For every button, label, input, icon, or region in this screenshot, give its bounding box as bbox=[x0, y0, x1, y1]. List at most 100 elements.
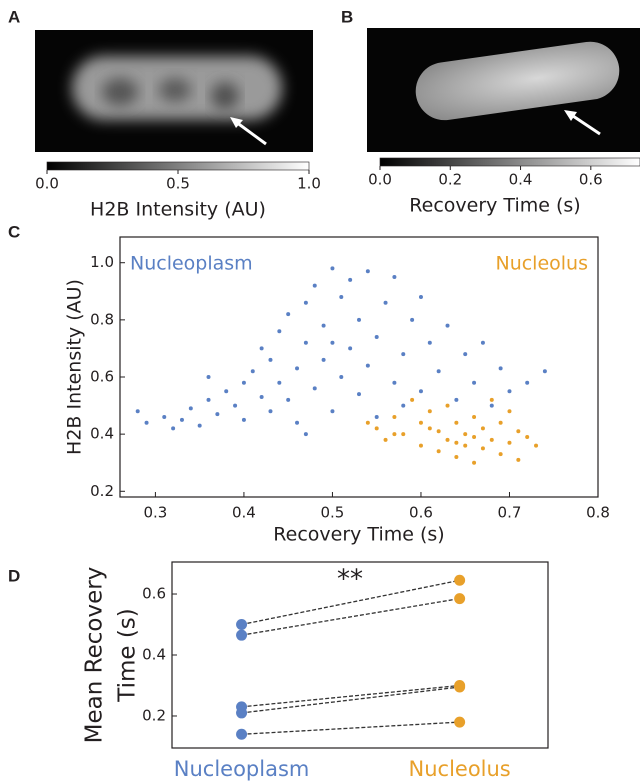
scatter-point bbox=[418, 389, 423, 394]
pair-point bbox=[454, 574, 466, 586]
scatter-point bbox=[339, 295, 344, 299]
colorbar-label: Recovery Time (s) bbox=[409, 195, 580, 217]
scatter-point bbox=[454, 397, 459, 402]
x-tick-label: 0.3 bbox=[143, 504, 167, 522]
scatter-point bbox=[525, 435, 530, 439]
scatter-point bbox=[410, 317, 415, 322]
scatter-point bbox=[312, 386, 317, 391]
scatter-point bbox=[295, 366, 300, 371]
scatter-point bbox=[348, 346, 353, 351]
scatter-point bbox=[206, 375, 211, 379]
nucleolus bbox=[159, 78, 191, 102]
scatter-point bbox=[250, 369, 255, 374]
scatter-point bbox=[241, 417, 246, 422]
scatter-point bbox=[480, 426, 485, 431]
scatter-point bbox=[498, 420, 503, 425]
pair-line bbox=[241, 579, 460, 626]
pair-point bbox=[236, 707, 248, 719]
x-tick-label: Nucleolus bbox=[409, 757, 511, 781]
scatter-point bbox=[436, 449, 441, 454]
scatter-point bbox=[321, 357, 326, 362]
scatter-point bbox=[427, 340, 432, 345]
colorbar-tick-label: 0.0 bbox=[368, 171, 392, 189]
scatter-point bbox=[348, 277, 353, 282]
panel-letter: A bbox=[8, 7, 20, 26]
scatter-point bbox=[295, 420, 300, 425]
scatter-point bbox=[507, 440, 512, 445]
colorbar bbox=[46, 161, 310, 171]
scatter-point bbox=[383, 437, 388, 442]
scatter-point bbox=[365, 420, 370, 425]
scatter-point bbox=[480, 446, 485, 451]
scatter-point bbox=[410, 397, 415, 402]
y-tick-label: 0.2 bbox=[90, 482, 114, 500]
scatter-point bbox=[418, 295, 423, 299]
scatter-point bbox=[339, 375, 344, 379]
scatter-point bbox=[383, 300, 388, 305]
scatter-point bbox=[241, 380, 246, 385]
scatter-point bbox=[489, 403, 494, 408]
scatter-point bbox=[374, 426, 379, 431]
y-axis-label: Mean Recovery bbox=[82, 567, 108, 744]
pair-point bbox=[236, 629, 248, 641]
scatter-point bbox=[135, 409, 140, 414]
series-label: Nucleolus bbox=[495, 253, 588, 275]
x-tick-label: 0.4 bbox=[232, 504, 256, 522]
scatter-point bbox=[418, 443, 423, 448]
y-tick-label: 0.6 bbox=[142, 585, 166, 603]
scatter-point bbox=[330, 409, 335, 414]
plot-frame bbox=[119, 236, 599, 498]
scatter-point bbox=[418, 420, 423, 425]
scatter-point bbox=[224, 389, 229, 394]
series-label: Nucleoplasm bbox=[130, 253, 253, 275]
x-tick-label: 0.5 bbox=[321, 504, 345, 522]
scatter-point bbox=[454, 420, 459, 425]
scatter-point bbox=[392, 380, 397, 385]
scatter-point bbox=[507, 389, 512, 394]
scatter-point bbox=[463, 432, 468, 437]
scatter-point bbox=[321, 323, 326, 328]
scatter-point bbox=[357, 317, 361, 322]
colorbar-tick-label: 0.0 bbox=[35, 175, 59, 193]
x-tick-label: 0.7 bbox=[498, 504, 522, 522]
scatter-point bbox=[392, 275, 397, 279]
arrow bbox=[569, 112, 601, 136]
scatter-point bbox=[392, 432, 397, 437]
scatter-point bbox=[542, 369, 547, 374]
scatter-point bbox=[454, 440, 459, 445]
scatter-point bbox=[303, 432, 308, 437]
scatter-point bbox=[259, 395, 264, 399]
scatter-point bbox=[472, 380, 477, 385]
colorbar-tick-label: 0.2 bbox=[438, 171, 462, 189]
scatter-point bbox=[463, 443, 468, 448]
scatter-point bbox=[427, 409, 432, 414]
scatter-point bbox=[534, 443, 539, 448]
arrow-head bbox=[230, 117, 243, 128]
scatter-point bbox=[233, 403, 238, 408]
x-tick-label: 0.8 bbox=[586, 504, 610, 522]
scatter-point bbox=[507, 409, 512, 414]
colorbar-label: H2B Intensity (AU) bbox=[90, 199, 266, 221]
scatter-point bbox=[374, 415, 379, 419]
colorbar bbox=[379, 157, 640, 167]
scatter-point bbox=[392, 415, 397, 419]
pair-point bbox=[236, 619, 248, 631]
scatter-point bbox=[303, 340, 308, 345]
colorbar-tick-label: 1.0 bbox=[297, 175, 321, 193]
x-axis-label: Recovery Time (s) bbox=[273, 524, 444, 546]
pair-line bbox=[241, 597, 460, 636]
scatter-point bbox=[330, 266, 335, 271]
scatter-point bbox=[445, 437, 450, 442]
scatter-point bbox=[215, 412, 220, 417]
scatter-point bbox=[516, 429, 521, 434]
pair-line bbox=[241, 684, 460, 708]
colorbar-tick-label: 0.6 bbox=[579, 171, 603, 189]
scatter-point bbox=[445, 323, 450, 328]
scatter-point bbox=[427, 426, 432, 431]
significance: ** bbox=[337, 565, 363, 595]
panel-letter: B bbox=[341, 7, 353, 26]
panel-letter: D bbox=[8, 566, 20, 585]
x-tick-label: 0.6 bbox=[409, 504, 433, 522]
scatter-point bbox=[498, 366, 503, 371]
